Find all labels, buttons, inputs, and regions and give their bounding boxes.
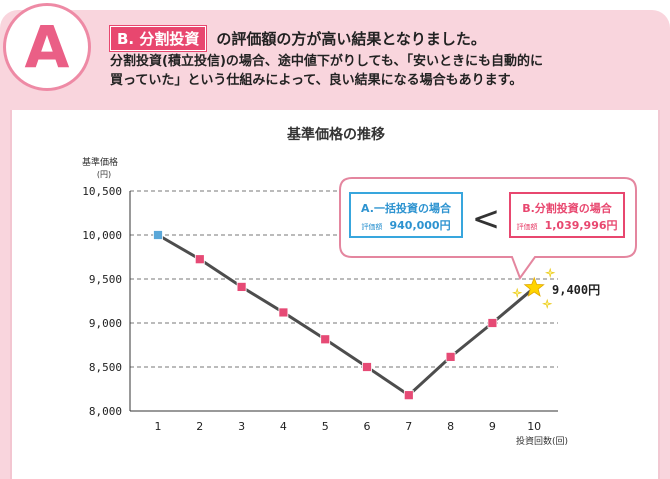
x-tick-label: 7 <box>405 420 412 433</box>
section-letter-badge: A <box>3 3 91 91</box>
data-point <box>362 362 372 372</box>
description-line-1: 分割投資(積立投信)の場合、途中値下がりしても、「安いときにも自動的に <box>110 54 543 69</box>
sparkle-icon <box>542 298 553 309</box>
lump-sum-value-row: 評価額 940,000円 <box>361 214 450 233</box>
split-box <box>509 192 625 238</box>
data-point <box>487 318 498 328</box>
x-axis-label: 投資回数(回) <box>516 435 568 447</box>
star-marker <box>523 276 545 297</box>
description: 分割投資(積立投信)の場合、途中値下がりしても、「安いときにも自動的に 買ってい… <box>110 52 543 90</box>
y-axis-unit: (円) <box>97 170 111 179</box>
headline-text: の評価額の方が高い結果となりました。 <box>216 30 486 48</box>
star-icon <box>512 267 556 309</box>
y-tick-label: 10,000 <box>82 229 122 242</box>
y-tick-label: 9,000 <box>89 317 122 330</box>
comparison-symbol: < <box>472 199 501 239</box>
x-tick-label: 1 <box>155 420 162 433</box>
section-letter: A <box>24 13 70 81</box>
headline: B. 分割投資 の評価額の方が高い結果となりました。 <box>110 26 486 51</box>
series-line <box>157 233 536 397</box>
x-tick-label: 4 <box>280 420 287 433</box>
split-value-row: 評価額 1,039,996円 <box>516 214 617 233</box>
data-point <box>194 254 205 265</box>
end-value-label: 9,400円 <box>552 283 600 297</box>
lump-sum-label: 評価額 <box>361 222 382 231</box>
x-tick-label: 6 <box>364 420 371 433</box>
split-title: B.分割投資の場合 <box>522 201 613 215</box>
y-tick-label: 9,500 <box>89 273 122 286</box>
data-point <box>320 334 331 345</box>
data-point <box>278 307 289 318</box>
data-point <box>445 351 456 362</box>
data-point <box>236 282 247 292</box>
split-label: 評価額 <box>516 222 537 231</box>
y-tick-label: 10,500 <box>82 185 122 198</box>
x-tick-label: 9 <box>489 420 496 433</box>
data-point <box>153 230 163 240</box>
chart-title: 基準価格の推移 <box>287 126 385 143</box>
data-point <box>403 390 414 401</box>
x-tick-label: 5 <box>322 420 329 433</box>
headline-tag: B. 分割投資 <box>110 26 207 51</box>
split-value: 1,039,996円 <box>545 219 618 232</box>
y-axis-label: 基準価格 <box>82 156 118 168</box>
description-line-2: 買っていた」という仕組みによって、良い結果になる場合もあります。 <box>110 73 523 88</box>
y-tick-label: 8,500 <box>89 361 122 374</box>
chart-panel <box>10 110 660 479</box>
lump-sum-value: 940,000円 <box>389 219 450 232</box>
x-tick-label: 8 <box>447 420 454 433</box>
lump-sum-title: A.一括投資の場合 <box>361 201 452 215</box>
y-tick-label: 8,000 <box>89 405 122 418</box>
comparison-callout: A.一括投資の場合 評価額 940,000円 < B.分割投資の場合 評価額 1… <box>339 177 637 281</box>
lump-sum-box <box>349 192 463 238</box>
sparkle-icon <box>512 287 523 298</box>
sparkle-icon <box>545 267 556 278</box>
x-tick-label: 10 <box>527 420 541 433</box>
x-tick-label: 3 <box>238 420 245 433</box>
x-tick-label: 2 <box>196 420 203 433</box>
